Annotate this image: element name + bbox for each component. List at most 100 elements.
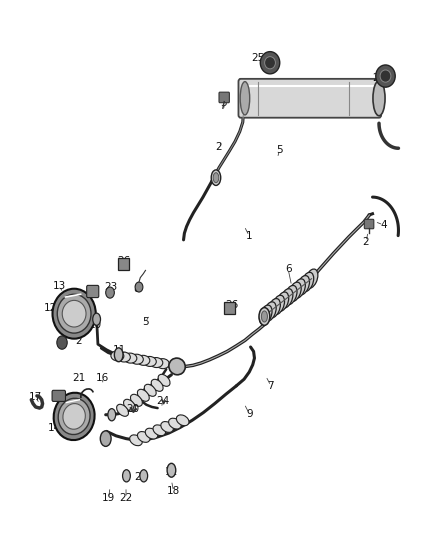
Ellipse shape bbox=[265, 56, 276, 69]
Ellipse shape bbox=[213, 173, 219, 183]
Text: 2: 2 bbox=[215, 142, 223, 152]
Ellipse shape bbox=[177, 415, 189, 426]
Ellipse shape bbox=[124, 353, 137, 363]
Text: 5: 5 bbox=[142, 317, 149, 327]
Text: 12: 12 bbox=[44, 303, 57, 313]
Ellipse shape bbox=[144, 384, 156, 397]
Ellipse shape bbox=[111, 351, 124, 361]
Text: 11: 11 bbox=[113, 345, 126, 355]
Ellipse shape bbox=[117, 352, 131, 362]
FancyBboxPatch shape bbox=[52, 390, 66, 401]
Circle shape bbox=[57, 336, 67, 349]
Ellipse shape bbox=[305, 269, 318, 288]
Ellipse shape bbox=[272, 295, 285, 314]
Text: 13: 13 bbox=[53, 281, 66, 291]
Text: 26: 26 bbox=[117, 256, 131, 266]
Ellipse shape bbox=[140, 470, 148, 482]
Ellipse shape bbox=[264, 302, 276, 321]
Text: 22: 22 bbox=[120, 493, 133, 503]
FancyBboxPatch shape bbox=[238, 79, 381, 118]
Ellipse shape bbox=[158, 374, 170, 386]
Ellipse shape bbox=[259, 308, 270, 325]
Ellipse shape bbox=[131, 354, 143, 364]
Text: 3: 3 bbox=[220, 98, 226, 108]
Ellipse shape bbox=[58, 398, 90, 434]
Ellipse shape bbox=[100, 431, 111, 446]
Ellipse shape bbox=[169, 358, 185, 375]
Text: 15: 15 bbox=[57, 406, 70, 416]
Text: 2: 2 bbox=[75, 336, 82, 346]
Ellipse shape bbox=[143, 357, 156, 367]
FancyBboxPatch shape bbox=[118, 257, 130, 270]
Ellipse shape bbox=[151, 379, 163, 391]
Circle shape bbox=[106, 287, 114, 298]
Ellipse shape bbox=[301, 272, 314, 292]
Ellipse shape bbox=[124, 399, 135, 411]
Text: 21: 21 bbox=[72, 373, 85, 383]
Ellipse shape bbox=[145, 428, 158, 439]
Ellipse shape bbox=[138, 432, 150, 442]
Ellipse shape bbox=[376, 65, 395, 87]
Text: 26: 26 bbox=[225, 301, 239, 310]
Ellipse shape bbox=[63, 403, 85, 429]
Text: 16: 16 bbox=[95, 373, 109, 383]
FancyBboxPatch shape bbox=[364, 219, 374, 229]
Ellipse shape bbox=[167, 463, 176, 477]
Text: 9: 9 bbox=[246, 409, 253, 418]
Ellipse shape bbox=[289, 282, 301, 302]
FancyBboxPatch shape bbox=[87, 285, 99, 297]
Text: 8: 8 bbox=[134, 284, 140, 294]
Text: 19: 19 bbox=[102, 493, 115, 503]
Text: 5: 5 bbox=[276, 145, 283, 155]
Ellipse shape bbox=[297, 276, 310, 295]
Ellipse shape bbox=[153, 425, 166, 435]
Ellipse shape bbox=[156, 359, 169, 369]
Ellipse shape bbox=[117, 405, 128, 416]
Text: 17: 17 bbox=[28, 392, 42, 402]
Ellipse shape bbox=[93, 313, 100, 325]
Ellipse shape bbox=[114, 348, 123, 362]
Text: 1: 1 bbox=[246, 231, 253, 241]
Ellipse shape bbox=[131, 394, 142, 406]
Ellipse shape bbox=[259, 305, 272, 325]
Text: 2: 2 bbox=[363, 237, 369, 247]
Ellipse shape bbox=[268, 298, 280, 318]
Ellipse shape bbox=[108, 409, 116, 421]
Ellipse shape bbox=[161, 422, 173, 432]
Text: 4: 4 bbox=[380, 220, 387, 230]
Text: 24: 24 bbox=[156, 397, 170, 407]
Text: 25: 25 bbox=[372, 72, 385, 83]
Circle shape bbox=[135, 282, 143, 292]
Ellipse shape bbox=[380, 70, 391, 82]
FancyBboxPatch shape bbox=[224, 302, 236, 314]
Text: 18: 18 bbox=[167, 486, 180, 496]
Ellipse shape bbox=[240, 82, 250, 115]
Ellipse shape bbox=[150, 358, 163, 368]
Text: 7: 7 bbox=[268, 381, 274, 391]
Ellipse shape bbox=[169, 418, 181, 429]
Ellipse shape bbox=[211, 170, 221, 185]
Text: 22: 22 bbox=[134, 472, 148, 482]
Ellipse shape bbox=[62, 301, 86, 327]
Text: 25: 25 bbox=[251, 53, 265, 63]
Ellipse shape bbox=[53, 289, 96, 338]
Ellipse shape bbox=[293, 279, 305, 298]
Ellipse shape bbox=[123, 470, 131, 482]
Ellipse shape bbox=[276, 292, 289, 311]
Text: 10: 10 bbox=[89, 320, 102, 330]
Text: 6: 6 bbox=[285, 264, 292, 274]
Ellipse shape bbox=[53, 393, 95, 440]
Text: 14: 14 bbox=[48, 423, 61, 432]
Ellipse shape bbox=[373, 81, 385, 116]
Text: 11: 11 bbox=[165, 467, 178, 477]
Ellipse shape bbox=[280, 289, 293, 308]
Ellipse shape bbox=[284, 286, 297, 305]
Ellipse shape bbox=[261, 311, 268, 322]
Ellipse shape bbox=[137, 356, 150, 365]
Ellipse shape bbox=[138, 389, 149, 401]
Ellipse shape bbox=[57, 294, 91, 333]
Ellipse shape bbox=[260, 52, 280, 74]
Ellipse shape bbox=[130, 435, 142, 446]
Text: 20: 20 bbox=[126, 404, 139, 414]
Text: 23: 23 bbox=[104, 282, 117, 292]
